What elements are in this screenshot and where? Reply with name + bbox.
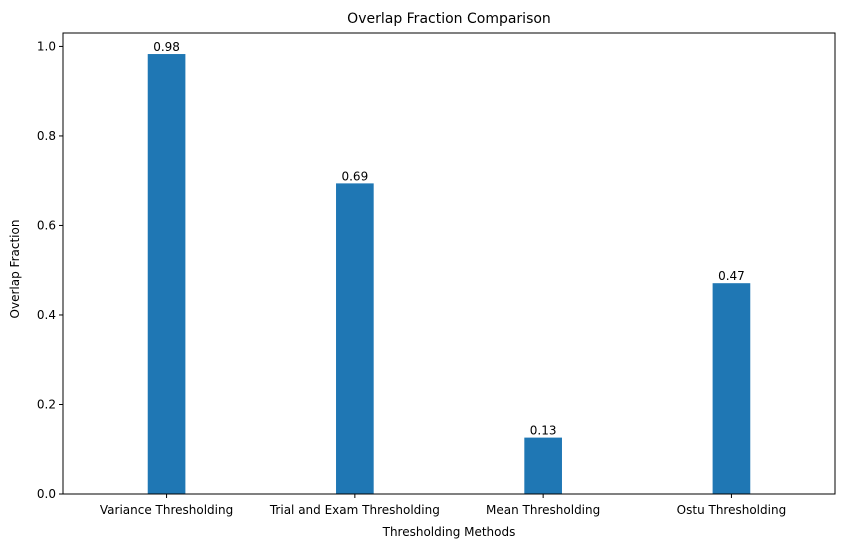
y-axis-label: Overlap Fraction bbox=[8, 220, 22, 319]
bar bbox=[712, 283, 751, 494]
data-labels: 0.98 0.69 0.13 0.47 bbox=[153, 40, 745, 438]
y-tick-label: 0.8 bbox=[37, 129, 56, 143]
x-tick-label: Trial and Exam Thresholding bbox=[269, 503, 440, 517]
bar bbox=[147, 54, 186, 495]
x-tick-label: Mean Thresholding bbox=[486, 503, 600, 517]
bar-value-label: 0.47 bbox=[718, 269, 745, 283]
chart-title: Overlap Fraction Comparison bbox=[347, 11, 551, 27]
y-tick-label: 0.4 bbox=[37, 308, 56, 322]
y-tick-label: 0.6 bbox=[37, 218, 56, 232]
x-axis-label: Thresholding Methods bbox=[382, 525, 516, 539]
x-tick-label: Variance Thresholding bbox=[100, 503, 233, 517]
y-tick-label: 1.0 bbox=[37, 39, 56, 53]
bar-value-label: 0.69 bbox=[341, 169, 368, 183]
y-tick-label: 0.2 bbox=[37, 397, 56, 411]
bars bbox=[147, 54, 751, 495]
x-tick-label: Ostu Thresholding bbox=[677, 503, 787, 517]
plot-area-frame bbox=[62, 32, 836, 495]
bar-value-label: 0.13 bbox=[530, 424, 557, 438]
y-axis: 0.0 0.2 0.4 0.6 0.8 1.0 bbox=[37, 39, 63, 501]
bar bbox=[524, 437, 562, 494]
y-tick-label: 0.0 bbox=[37, 487, 56, 501]
bar-value-label: 0.98 bbox=[153, 40, 180, 54]
bar bbox=[336, 183, 374, 494]
x-axis: Variance Thresholding Trial and Exam Thre… bbox=[100, 494, 786, 517]
